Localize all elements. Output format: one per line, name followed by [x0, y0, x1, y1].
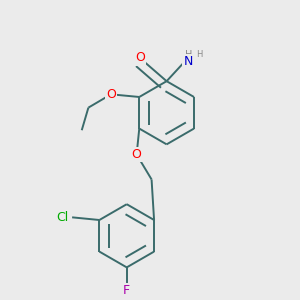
Text: O: O — [135, 51, 145, 64]
Text: F: F — [123, 284, 130, 297]
Text: Cl: Cl — [56, 211, 69, 224]
Text: O: O — [132, 148, 142, 161]
Text: O: O — [106, 88, 116, 101]
Text: H: H — [196, 50, 202, 59]
Text: H: H — [184, 50, 192, 60]
Text: N: N — [184, 56, 193, 68]
